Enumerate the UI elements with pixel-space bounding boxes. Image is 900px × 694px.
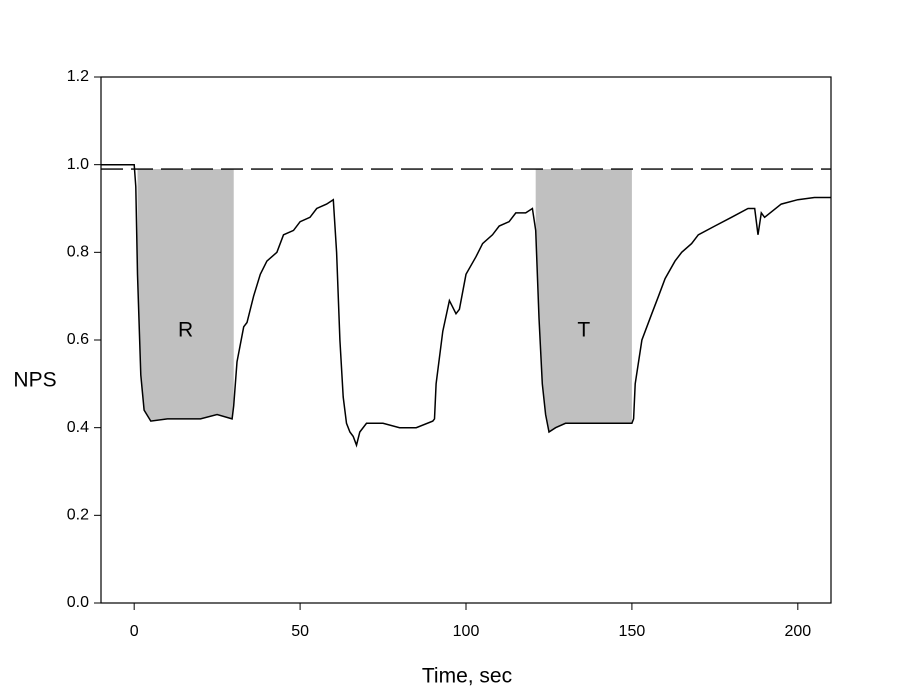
x-tick-label: 50 <box>291 623 309 640</box>
y-tick-label: 0.4 <box>67 419 89 436</box>
y-axis-title: NPS <box>13 369 56 392</box>
y-tick-label: 0.0 <box>67 594 89 611</box>
x-tick-label: 0 <box>130 623 139 640</box>
y-tick-label: 1.0 <box>67 156 89 173</box>
x-tick-label: 200 <box>784 623 811 640</box>
y-tick-label: 0.8 <box>67 244 89 261</box>
shaded-region <box>535 169 632 433</box>
data-line <box>101 163 831 448</box>
y-tick-label: 0.2 <box>67 507 89 524</box>
x-axis-title: Time, sec <box>422 665 512 688</box>
shaded-region <box>137 169 234 422</box>
region-label: R <box>178 319 193 342</box>
region-label: T <box>577 319 590 342</box>
y-tick-label: 1.2 <box>67 68 89 85</box>
x-tick-label: 100 <box>453 623 480 640</box>
y-tick-label: 0.6 <box>67 331 89 348</box>
x-tick-label: 150 <box>619 623 646 640</box>
